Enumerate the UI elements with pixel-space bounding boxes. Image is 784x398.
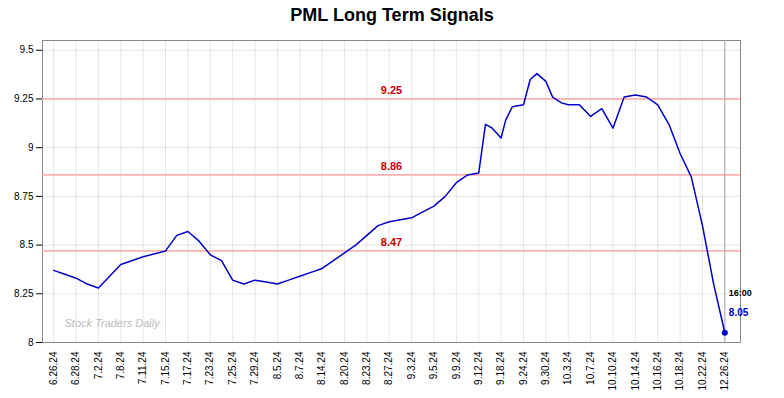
- svg-text:7.8.24: 7.8.24: [115, 351, 126, 379]
- svg-text:10.7.24: 10.7.24: [585, 351, 596, 385]
- svg-text:9.12.24: 9.12.24: [473, 351, 484, 385]
- svg-text:6.28.24: 6.28.24: [70, 351, 81, 385]
- html-text:PML Long Term Signals: PML Long Term Signals: [290, 5, 494, 25]
- svg-text:7.29.24: 7.29.24: [249, 351, 260, 385]
- svg-text:8.47: 8.47: [381, 236, 402, 248]
- svg-text:6.26.24: 6.26.24: [48, 351, 59, 385]
- svg-text:7.11.24: 7.11.24: [137, 351, 148, 384]
- svg-text:10.14.24: 10.14.24: [630, 351, 641, 390]
- svg-text:8.05: 8.05: [729, 307, 749, 318]
- svg-text:12.26.24: 12.26.24: [719, 351, 730, 390]
- svg-text:10.3.24: 10.3.24: [562, 351, 573, 385]
- svg-text:9.18.24: 9.18.24: [495, 351, 506, 385]
- svg-text:9.30.24: 9.30.24: [540, 351, 551, 385]
- svg-text:9.5: 9.5: [20, 44, 34, 55]
- svg-text:9.25: 9.25: [14, 93, 34, 104]
- svg-text:7.15.24: 7.15.24: [160, 351, 171, 385]
- svg-text:7.17.24: 7.17.24: [182, 351, 193, 385]
- svg-text:7.23.24: 7.23.24: [204, 351, 215, 385]
- svg-text:8.14.24: 8.14.24: [316, 351, 327, 385]
- svg-text:10.22.24: 10.22.24: [697, 351, 708, 390]
- svg-text:9.25: 9.25: [381, 84, 402, 96]
- svg-text:9: 9: [28, 142, 34, 153]
- svg-text:9.3.24: 9.3.24: [406, 351, 417, 379]
- svg-text:Stock Traders Daily: Stock Traders Daily: [65, 317, 162, 329]
- svg-text:8.5.24: 8.5.24: [272, 351, 283, 379]
- svg-text:8.86: 8.86: [381, 160, 402, 172]
- svg-text:8.75: 8.75: [14, 191, 34, 202]
- svg-text:8.25: 8.25: [14, 288, 34, 299]
- svg-text:7.2.24: 7.2.24: [93, 351, 104, 379]
- svg-text:8.20.24: 8.20.24: [339, 351, 350, 385]
- svg-text:7.25.24: 7.25.24: [227, 351, 238, 385]
- svg-text:9.24.24: 9.24.24: [518, 351, 529, 385]
- svg-text:8: 8: [28, 337, 34, 348]
- svg-text:9.5.24: 9.5.24: [428, 351, 439, 379]
- svg-text:10.10.24: 10.10.24: [607, 351, 618, 390]
- svg-text:10.16.24: 10.16.24: [652, 351, 663, 390]
- svg-text:10.18.24: 10.18.24: [674, 351, 685, 390]
- svg-text:16:00: 16:00: [729, 288, 752, 298]
- svg-text:8.27.24: 8.27.24: [383, 351, 394, 385]
- svg-text:8.7.24: 8.7.24: [294, 351, 305, 379]
- svg-text:8.5: 8.5: [20, 239, 34, 250]
- svg-text:9.9.24: 9.9.24: [451, 351, 462, 379]
- svg-text:8.23.24: 8.23.24: [361, 351, 372, 385]
